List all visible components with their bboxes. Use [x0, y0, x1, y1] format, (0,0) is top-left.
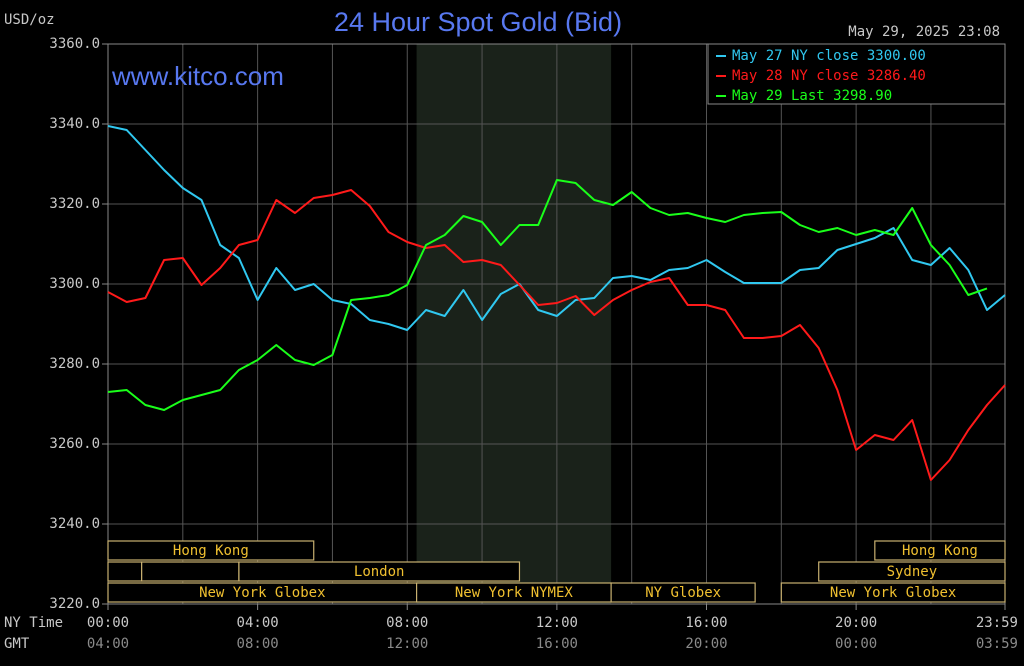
session-label: Sydney [887, 564, 938, 580]
legend-label: May 27 NY close 3300.00 [732, 48, 926, 64]
session-box [874, 540, 1006, 561]
session-box [238, 561, 521, 582]
x-axis-label: NY Time [4, 615, 63, 631]
watermark: www.kitco.com [111, 61, 284, 91]
series-line [107, 179, 988, 411]
session-label: Hong Kong [902, 543, 978, 559]
session-box [818, 561, 1006, 582]
x2-tick-label: 16:00 [536, 636, 578, 652]
y-tick-label: 3220.0 [49, 596, 100, 612]
session-shade [416, 44, 612, 604]
x2-tick-label: 12:00 [386, 636, 428, 652]
y-unit: USD/oz [4, 12, 55, 28]
session-label: New York Globex [199, 585, 325, 601]
session-box [610, 582, 756, 603]
legend-label: May 28 NY close 3286.40 [732, 68, 926, 84]
x-tick-label: 00:00 [87, 615, 129, 631]
x2-tick-label: 04:00 [87, 636, 129, 652]
plot-under [107, 43, 1006, 605]
timestamp: May 29, 2025 23:08 [848, 24, 1000, 40]
x2-tick-label: 03:59 [976, 636, 1018, 652]
session-label: London [354, 564, 405, 580]
x2-tick-label: 20:00 [685, 636, 727, 652]
x-tick-label: 12:00 [536, 615, 578, 631]
y-tick-label: 3360.0 [49, 36, 100, 52]
y-tick-label: 3280.0 [49, 356, 100, 372]
x2-tick-label: 08:00 [237, 636, 279, 652]
x2-axis-label: GMT [4, 636, 30, 652]
session-box [107, 540, 315, 561]
session-label: NY Globex [645, 585, 721, 601]
x-tick-label: 20:00 [835, 615, 877, 631]
x-tick-label: 08:00 [386, 615, 428, 631]
y-tick-label: 3340.0 [49, 116, 100, 132]
x-tick-label: 04:00 [237, 615, 279, 631]
legend-box [707, 43, 1006, 105]
y-tick-label: 3300.0 [49, 276, 100, 292]
y-tick-label: 3260.0 [49, 436, 100, 452]
series-line [107, 125, 1006, 331]
series-line [107, 189, 1006, 481]
session-box [141, 561, 240, 582]
y-tick-label: 3320.0 [49, 196, 100, 212]
legend-label: May 29 Last 3298.90 [732, 88, 892, 104]
x2-tick-label: 00:00 [835, 636, 877, 652]
session-box [780, 582, 1006, 603]
chart-title: 24 Hour Spot Gold (Bid) [334, 7, 622, 37]
session-label: Hong Kong [173, 543, 249, 559]
session-label: New York NYMEX [455, 585, 574, 601]
y-tick-label: 3240.0 [49, 516, 100, 532]
session-label: New York Globex [830, 585, 956, 601]
x-tick-label: 23:59 [976, 615, 1018, 631]
x-tick-label: 16:00 [685, 615, 727, 631]
session-box [107, 561, 143, 582]
